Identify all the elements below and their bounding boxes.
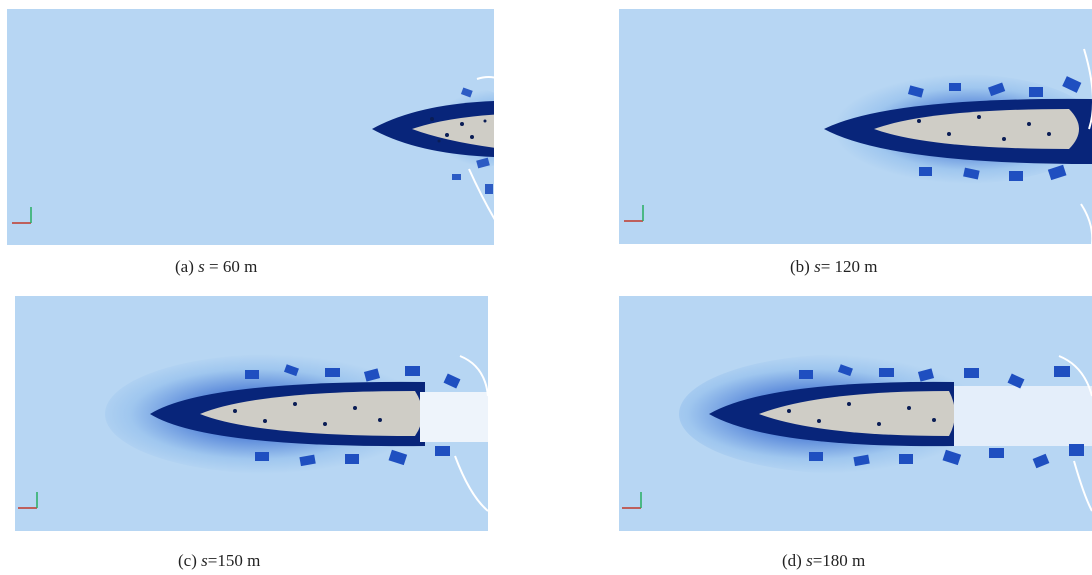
caption-c-close: ) (191, 551, 202, 570)
caption-b-open: ( (790, 257, 796, 276)
ice-breaking-image-a (7, 9, 494, 245)
ice-breaking-image-d (619, 296, 1092, 531)
caption-c-var: s (201, 551, 208, 570)
caption-c: (c) s=150 m (178, 551, 260, 571)
caption-a-value: = 60 m (204, 257, 258, 276)
caption-d: (d) s=180 m (782, 551, 865, 571)
caption-d-label: d (787, 551, 797, 570)
caption-c-value: =150 m (207, 551, 261, 570)
caption-b-var: s (814, 257, 821, 276)
axis-triad-c (18, 492, 38, 509)
axis-triad-d (622, 492, 642, 509)
simulation-panel-c (15, 296, 488, 531)
caption-a-var: s (198, 257, 205, 276)
caption-d-value: =180 m (812, 551, 866, 570)
axis-triad-b (624, 205, 644, 222)
simulation-panel-b (619, 9, 1092, 244)
caption-b-value: = 120 m (820, 257, 878, 276)
caption-b: (b) s= 120 m (790, 257, 878, 277)
caption-b-close: ) (804, 257, 815, 276)
caption-a-open: ( (175, 257, 181, 276)
simulation-panel-d (619, 296, 1092, 531)
caption-c-label: c (183, 551, 192, 570)
caption-a: (a) s = 60 m (175, 257, 257, 277)
caption-d-var: s (806, 551, 813, 570)
axis-triad-a (12, 207, 32, 224)
caption-b-label: b (795, 257, 805, 276)
caption-a-label: a (180, 257, 189, 276)
caption-a-close: ) (188, 257, 199, 276)
caption-d-open: ( (782, 551, 788, 570)
ice-breaking-image-b (619, 9, 1092, 244)
caption-c-open: ( (178, 551, 184, 570)
ice-breaking-image-c (15, 296, 488, 531)
caption-d-close: ) (796, 551, 807, 570)
simulation-panel-a (7, 9, 494, 245)
